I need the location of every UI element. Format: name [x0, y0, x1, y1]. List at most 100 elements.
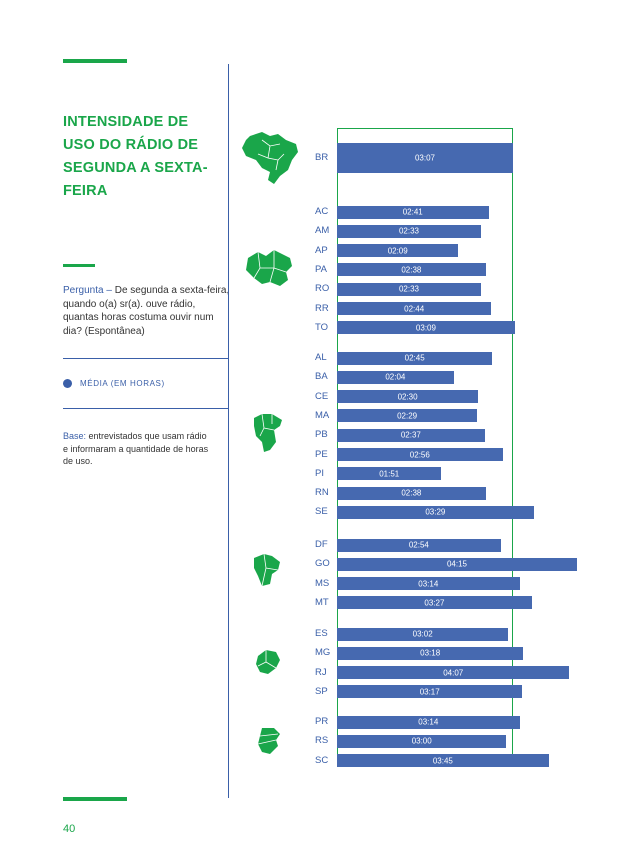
southeast-region-map-icon: [256, 650, 280, 674]
question-accent-bar: [63, 264, 95, 267]
bar-value-label: 03:29: [425, 507, 446, 517]
bar: [337, 370, 454, 384]
bar-value-label: 04:07: [443, 668, 464, 678]
bar: [337, 263, 486, 277]
bar-label: CE: [315, 390, 329, 402]
north-region-map-icon: [246, 250, 292, 286]
bar-label: PI: [315, 467, 324, 479]
question-body: De segunda a sexta-feira, quando o(a) sr…: [63, 285, 230, 337]
bar-label: SC: [315, 754, 329, 766]
bar-label: SP: [315, 685, 328, 697]
bar-value-label: 02:38: [401, 488, 422, 498]
bar-value-label: 02:41: [402, 207, 423, 217]
bar-label: GO: [315, 558, 330, 570]
bar: [337, 302, 492, 315]
bar-value-label: 04:15: [446, 559, 468, 569]
divider: [63, 358, 229, 359]
bar: [337, 734, 507, 748]
page-number: 40: [63, 823, 76, 835]
column-divider: [228, 64, 229, 798]
bar-label: RS: [315, 735, 329, 747]
bar: [337, 557, 577, 571]
legend-label: MÉDIA (EM HORAS): [80, 379, 165, 388]
bar-value-label: 03:14: [418, 717, 439, 727]
bottom-accent-bar: [63, 797, 127, 801]
bar-value-label: 02:04: [385, 372, 406, 382]
bar-value-label: 02:29: [397, 411, 418, 421]
bar-label: TO: [315, 321, 329, 333]
divider: [63, 408, 229, 409]
bar-label: AP: [315, 244, 328, 256]
bar: [337, 685, 523, 699]
question-text: Pergunta – De segunda a sexta-feira, qua…: [63, 284, 233, 338]
page-title: INTENSIDADE DE USO DO RÁDIO DE SEGUNDA A…: [63, 114, 208, 199]
bar-label: PA: [315, 263, 327, 275]
bar-value-label: 01:51: [379, 469, 400, 479]
brazil-map-icon: [242, 132, 298, 184]
bar-label: MT: [315, 596, 329, 608]
bar: [337, 143, 513, 173]
bar-value-label: 02:09: [387, 246, 408, 256]
top-accent-bar: [63, 59, 127, 63]
bar-value-label: 02:33: [398, 284, 420, 294]
question-label: Pergunta –: [63, 285, 112, 296]
bar-label: AL: [315, 352, 327, 363]
bar: [337, 409, 478, 423]
bar: [337, 596, 532, 610]
bar-label: MS: [315, 577, 330, 589]
legend: MÉDIA (EM HORAS): [63, 379, 165, 388]
bar-label: AC: [315, 206, 329, 217]
bar-value-label: 03:14: [418, 579, 439, 589]
bar-value-label: 02:38: [401, 265, 422, 275]
bar-value-label: 03:00: [411, 736, 432, 746]
bar-label: PE: [315, 448, 328, 460]
bar: [337, 205, 489, 219]
bar: [337, 754, 549, 768]
bar-value-label: 02:30: [397, 392, 418, 402]
bar-value-label: 02:45: [404, 353, 425, 363]
bar: [337, 646, 524, 660]
bar-label: RO: [315, 283, 330, 295]
bar-value-label: 02:56: [409, 450, 430, 459]
bar: [337, 224, 481, 238]
bar: [337, 577, 520, 591]
bar-value-label: 03:27: [424, 598, 445, 608]
bar-label: PB: [315, 429, 328, 441]
bar-value-label: 03:09: [415, 323, 436, 333]
bar-label: SE: [315, 506, 328, 518]
bar: [337, 428, 485, 442]
base-body: entrevistados que usam rádio e informara…: [63, 431, 209, 466]
bar: [337, 351, 493, 365]
bar-value-label: 03:18: [420, 648, 441, 658]
bar: [337, 627, 509, 641]
bar-label: BR: [315, 152, 329, 163]
bar-label: BA: [315, 371, 328, 383]
south-region-map-icon: [257, 728, 280, 754]
bar-value-label: 03:17: [419, 687, 440, 697]
bar: [337, 715, 520, 729]
bar-label: PR: [315, 716, 329, 727]
bar-label: AM: [315, 225, 330, 237]
midwest-region-map-icon: [254, 553, 280, 587]
bar-label: DF: [315, 539, 328, 550]
bar-label: ES: [315, 628, 328, 639]
bar-value-label: 03:45: [432, 756, 453, 766]
bar: [337, 467, 442, 481]
bar: [337, 390, 479, 404]
bar: [337, 244, 459, 258]
bar-label: RR: [315, 302, 329, 314]
bar-label: RJ: [315, 666, 327, 678]
bar-value-label: 02:54: [408, 540, 429, 550]
northeast-region-map-icon: [254, 413, 282, 452]
bar: [337, 538, 501, 552]
bar-value-label: 02:33: [398, 226, 420, 236]
bar: [337, 448, 503, 461]
bar: [337, 505, 534, 519]
bar-label: MG: [315, 647, 331, 659]
bar: [337, 282, 481, 296]
bar: [337, 666, 570, 680]
bar-value-label: 03:02: [412, 629, 433, 639]
base-note: Base: entrevistados que usam rádio e inf…: [63, 430, 213, 468]
bar-value-label: 02:44: [404, 304, 425, 313]
bar: [337, 321, 515, 335]
